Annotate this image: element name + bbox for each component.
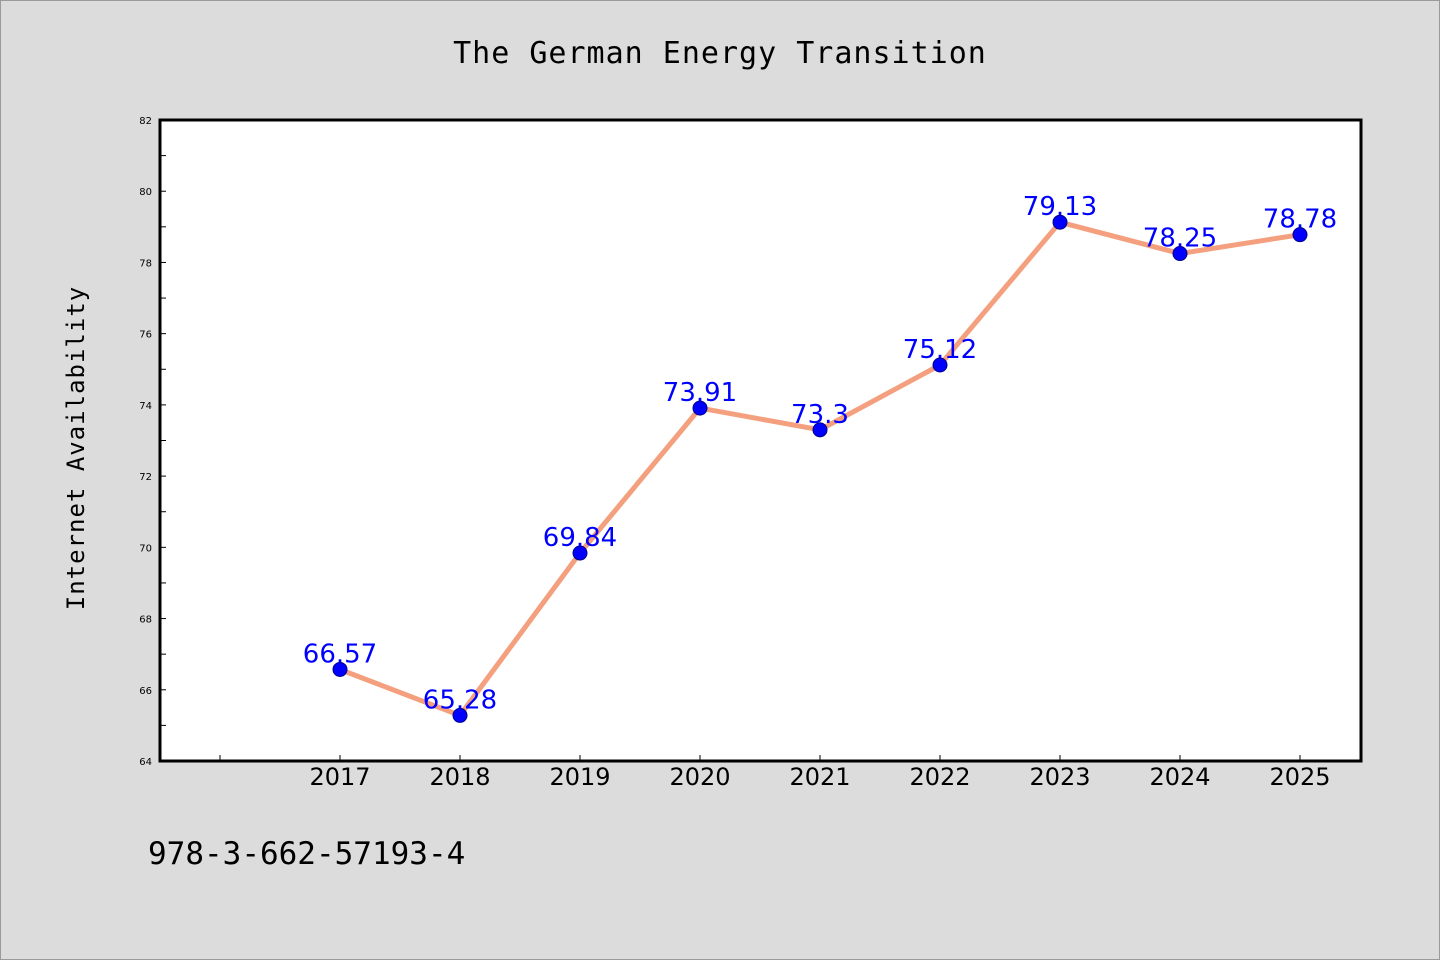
- y-tick-label: 68: [139, 615, 152, 626]
- series-layer: 66.57 65.28 69.84 73.91 73.3 75.12 79.13 78.25 7…: [303, 192, 1337, 723]
- data-point: [1052, 214, 1068, 230]
- y-tick-label: 80: [139, 187, 152, 198]
- data-label: 75.12: [903, 335, 977, 365]
- x-tick-label: 2020: [669, 763, 730, 791]
- axes-layer: 64 66 68 70 72 74 76 78 80 82 2017 2018 2019 2020 2021…: [139, 116, 1330, 791]
- y-tick-label: 72: [139, 472, 152, 483]
- chart-title: The German Energy Transition: [453, 36, 987, 71]
- y-tick-label: 78: [139, 258, 152, 269]
- data-label: 69.84: [543, 523, 617, 553]
- x-tick-label: 2022: [909, 763, 970, 791]
- data-label: 78.78: [1263, 205, 1337, 235]
- data-label: 73.3: [791, 400, 849, 430]
- data-label: 79.13: [1023, 192, 1097, 222]
- data-label: 65.28: [423, 685, 497, 715]
- data-point: [932, 357, 948, 373]
- x-tick-label: 2021: [789, 763, 850, 791]
- data-point: [332, 661, 348, 677]
- x-tick-label: 2019: [549, 763, 610, 791]
- data-point: [572, 545, 588, 561]
- data-point: [812, 422, 828, 438]
- y-tick-label: 74: [139, 401, 152, 412]
- data-point: [1292, 227, 1308, 243]
- x-tick-label: 2018: [429, 763, 490, 791]
- x-tick-label: 2017: [309, 763, 370, 791]
- footnote-isbn: 978-3-662-57193-4: [148, 836, 465, 872]
- data-point: [1172, 246, 1188, 262]
- x-tick-label: 2023: [1029, 763, 1090, 791]
- y-tick-label: 66: [139, 686, 152, 697]
- plot-area: [158, 118, 1363, 763]
- x-tick-label: 2024: [1149, 763, 1210, 791]
- data-label: 78.25: [1143, 224, 1217, 254]
- y-tick-label: 82: [139, 116, 152, 127]
- data-point: [692, 400, 708, 416]
- y-tick-label: 76: [139, 330, 152, 341]
- y-tick-label: 64: [139, 757, 152, 768]
- data-label: 66.57: [303, 639, 377, 669]
- y-tick-label: 70: [139, 543, 152, 554]
- data-label: 73.91: [663, 378, 737, 408]
- y-axis-label: Internet Availability: [62, 286, 90, 610]
- x-tick-label: 2025: [1269, 763, 1330, 791]
- data-point: [452, 707, 468, 723]
